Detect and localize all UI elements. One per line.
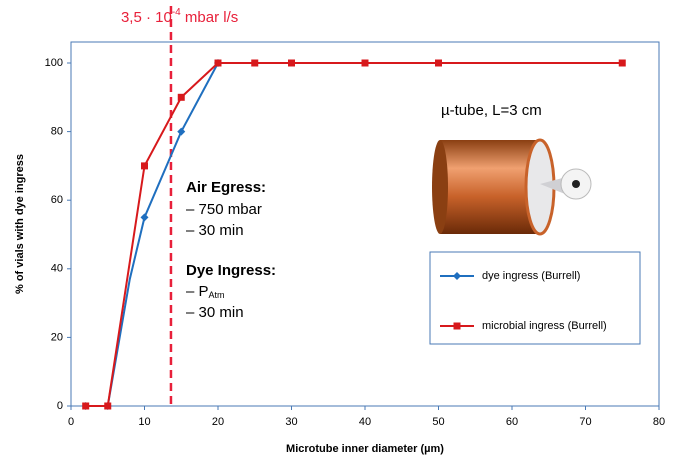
y-tick-label: 40 (51, 263, 63, 275)
note: – P (186, 283, 209, 300)
y-tick-label: 100 (45, 57, 63, 69)
note: Dye Ingress: (186, 262, 276, 279)
y-axis-label: % of vials with dye ingress (14, 154, 26, 294)
y-tick-label: 20 (51, 331, 63, 343)
x-tick-label: 80 (653, 416, 665, 428)
marker (141, 213, 149, 221)
marker (82, 403, 89, 410)
note: – 750 mbar (186, 201, 262, 218)
marker (251, 60, 258, 67)
y-tick-label: 80 (51, 126, 63, 138)
marker (104, 403, 111, 410)
tube-end (432, 140, 448, 234)
marker (362, 60, 369, 67)
note: Air Egress: (186, 179, 266, 196)
x-tick-label: 40 (359, 416, 371, 428)
chart: µ-tube, L=3 cm Air Egress: – 750 mbar – … (0, 0, 678, 459)
note-sub: Atm (209, 290, 225, 300)
note: – 30 min (186, 222, 244, 239)
legend-label: dye ingress (Burrell) (482, 270, 580, 282)
note: – 30 min (186, 304, 244, 321)
x-axis-label: Microtube inner diameter (µm) (286, 443, 444, 455)
marker (141, 162, 148, 169)
x-tick-label: 50 (432, 416, 444, 428)
y-tick-label: 60 (51, 194, 63, 206)
y-tick-label: 0 (57, 400, 63, 412)
marker (454, 323, 461, 330)
x-tick-label: 20 (212, 416, 224, 428)
tube-bore (572, 180, 580, 188)
tube-image (432, 140, 591, 234)
marker (619, 60, 626, 67)
marker (178, 94, 185, 101)
x-tick-label: 30 (285, 416, 297, 428)
x-tick-label: 60 (506, 416, 518, 428)
image-label: µ-tube, L=3 cm (441, 102, 542, 119)
marker (177, 128, 185, 136)
x-tick-label: 70 (579, 416, 591, 428)
x-tick-label: 10 (138, 416, 150, 428)
threshold-suffix: mbar l/s (181, 9, 239, 26)
threshold-text: 3,5 · 10 (121, 9, 172, 26)
threshold-label: 3,5 · 10-4 mbar l/s (121, 7, 238, 26)
marker (288, 60, 295, 67)
marker (435, 60, 442, 67)
note: – PAtm (186, 283, 225, 300)
plot-frame (71, 42, 659, 406)
legend-label: microbial ingress (Burrell) (482, 320, 607, 332)
marker (215, 60, 222, 67)
x-tick-label: 0 (68, 416, 74, 428)
